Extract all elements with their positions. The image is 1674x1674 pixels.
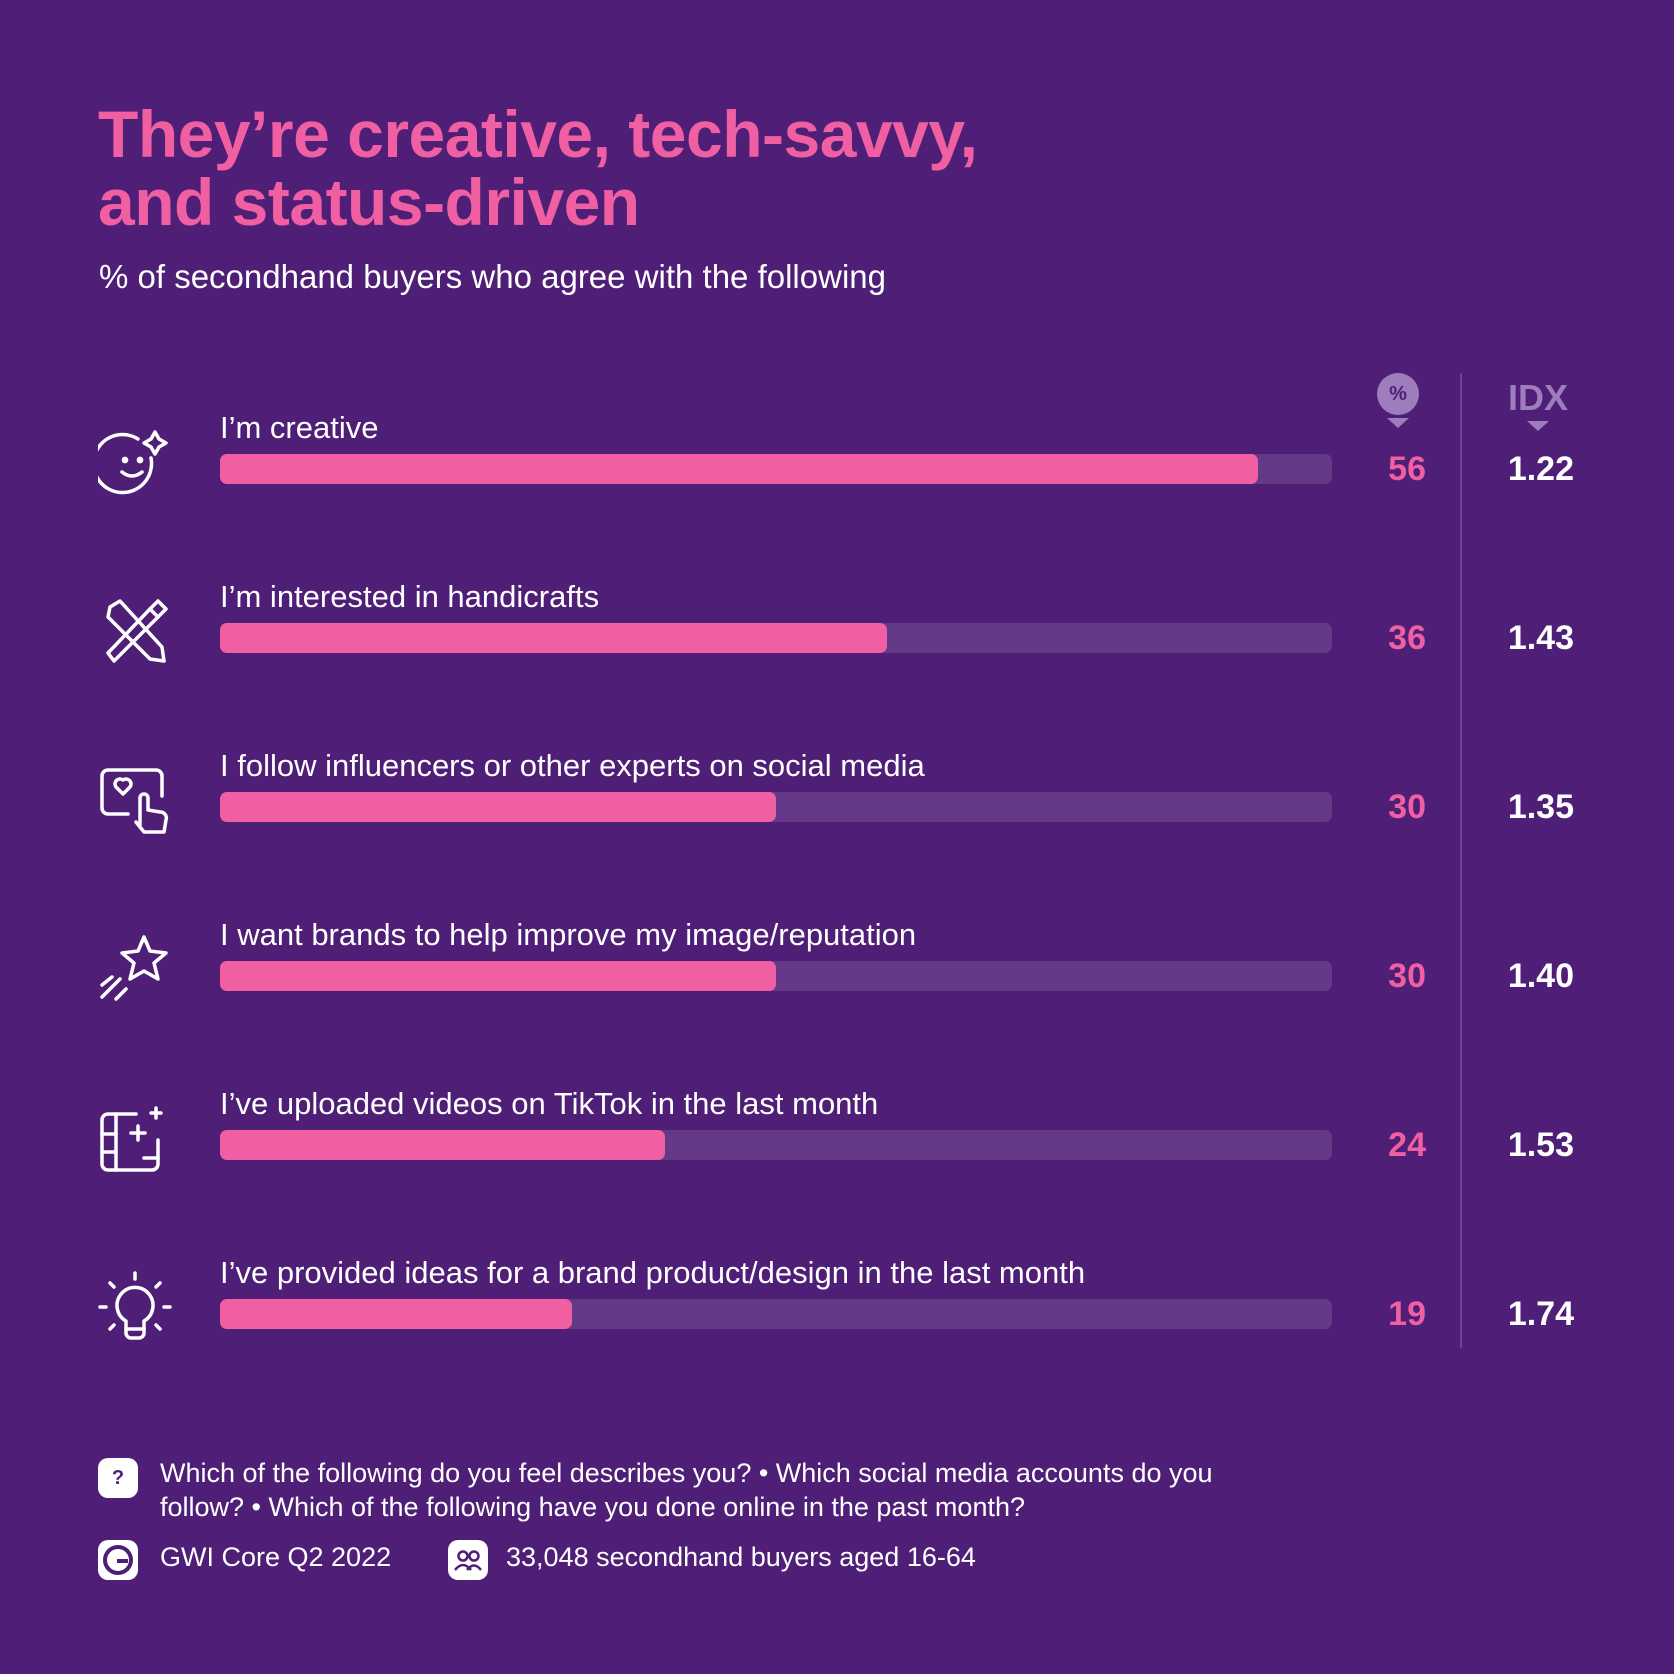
idx-value: 1.35 — [1507, 788, 1574, 826]
idx-value: 1.43 — [1507, 619, 1574, 657]
smiley-sparkle-icon — [91, 426, 172, 500]
pct-arrow-icon — [1387, 418, 1409, 428]
bar-label: I’m interested in handicrafts — [220, 579, 600, 614]
sample-text: 33,048 secondhand buyers aged 16-64 — [506, 1542, 976, 1572]
bar — [220, 1299, 573, 1329]
bar — [220, 1130, 665, 1160]
shooting-star-icon — [98, 933, 172, 1007]
gwi-logo-icon — [98, 1540, 138, 1580]
idx-arrow-icon — [1527, 421, 1549, 431]
bar-label: I want brands to help improve my image/r… — [220, 917, 917, 952]
bar-track — [220, 792, 1332, 822]
heart-screen-tap-icon — [98, 764, 172, 838]
bar — [220, 623, 888, 653]
chart-subtitle: % of secondhand buyers who agree with th… — [99, 258, 886, 295]
pct-column-header: % — [1372, 373, 1424, 433]
idx-value: 1.40 — [1507, 957, 1574, 995]
bar-label: I’ve provided ideas for a brand product/… — [220, 1255, 1086, 1290]
question-text: Which of the following do you feel descr… — [160, 1458, 1213, 1522]
bar-row: I’m creative 56 1.22 — [0, 410, 1674, 530]
bar-row: I want brands to help improve my image/r… — [0, 917, 1674, 1037]
pct-value: 36 — [1388, 619, 1426, 657]
bar-label: I’m creative — [220, 410, 379, 445]
idx-value: 1.53 — [1507, 1126, 1574, 1164]
bar — [220, 792, 776, 822]
pencil-brush-icon — [98, 595, 172, 669]
people-icon — [448, 1540, 488, 1580]
bar-track — [220, 454, 1332, 484]
pct-badge: % — [1377, 373, 1419, 415]
pct-value: 30 — [1388, 957, 1426, 995]
bar-row: I follow influencers or other experts on… — [0, 748, 1674, 868]
bar-row: I’ve uploaded videos on TikTok in the la… — [0, 1086, 1674, 1206]
bar-row: I’ve provided ideas for a brand product/… — [0, 1255, 1674, 1375]
bar-track — [220, 623, 1332, 653]
idx-value: 1.22 — [1507, 450, 1574, 488]
chart-title-line-2: and status-driven — [98, 165, 640, 239]
bar-label: I follow influencers or other experts on… — [220, 748, 925, 783]
idx-label: IDX — [1507, 377, 1568, 418]
pct-value: 24 — [1388, 1126, 1426, 1164]
bar — [220, 454, 1258, 484]
idx-column-header: IDX — [1500, 378, 1576, 431]
pct-value: 30 — [1388, 788, 1426, 826]
pct-value: 56 — [1388, 450, 1426, 488]
chart-title-line-1: They’re creative, tech-savvy, — [98, 97, 978, 171]
column-divider — [1460, 373, 1462, 1348]
bar-track — [220, 961, 1332, 991]
question-icon: ? — [98, 1458, 138, 1498]
video-frame-sparkle-icon — [98, 1102, 172, 1176]
pct-value: 19 — [1388, 1295, 1426, 1333]
source-text: GWI Core Q2 2022 — [160, 1542, 392, 1572]
idx-value: 1.74 — [1507, 1295, 1574, 1333]
bar — [220, 961, 776, 991]
bar-track — [220, 1130, 1332, 1160]
chart-title: They’re creative, tech-savvy, and status… — [98, 97, 978, 239]
bar-label: I’ve uploaded videos on TikTok in the la… — [220, 1086, 879, 1121]
lightbulb-icon — [98, 1271, 172, 1345]
bar-row: I’m interested in handicrafts 36 1.43 — [0, 579, 1674, 699]
bar-track — [220, 1299, 1332, 1329]
